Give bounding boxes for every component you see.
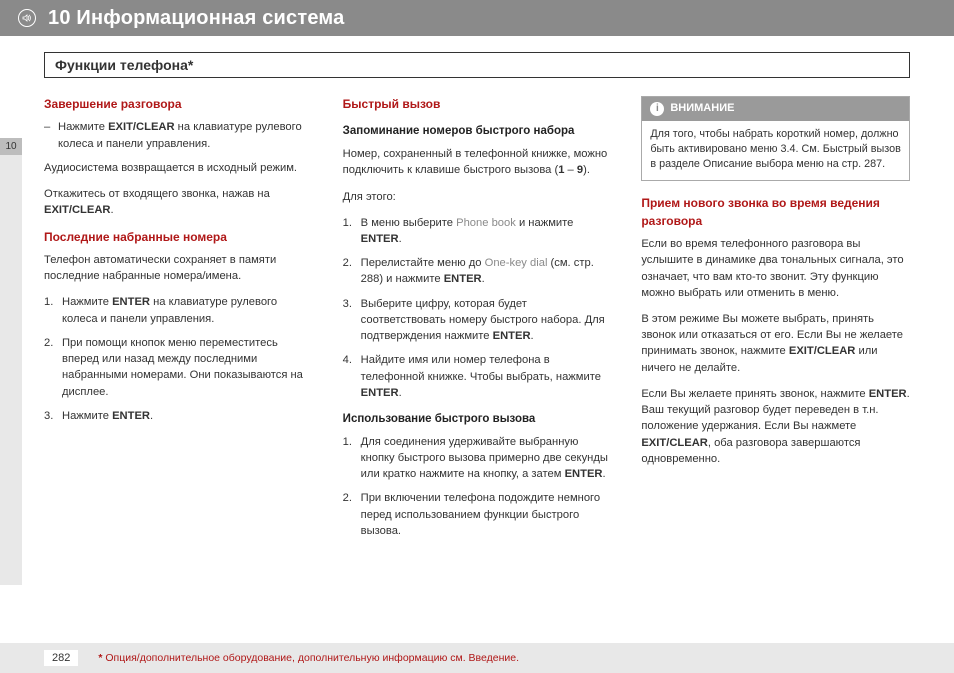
col2-p1: Номер, сохраненный в телефонной книжке, … xyxy=(343,146,612,178)
col3-p3: Если Вы желаете принять звонок, нажмите … xyxy=(641,386,910,467)
col2-li5: Для соединения удерживайте выбранную кно… xyxy=(343,434,612,483)
col2-heading-speed-dial: Быстрый вызов xyxy=(343,96,612,113)
col3-p2: В этом режиме Вы можете выбрать, принять… xyxy=(641,311,910,376)
column-2: Быстрый вызов Запоминание номеров быстро… xyxy=(343,96,612,549)
col2-heading-store: Запоминание номеров быстрого набора xyxy=(343,123,612,140)
top-bar: 10 Информационная система xyxy=(0,0,954,36)
page: 10 Информационная система 10 Функции тел… xyxy=(0,0,954,673)
col1-dash-item: – Нажмите EXIT/CLEAR на клавиатуре рулев… xyxy=(44,119,313,151)
column-3: i ВНИМАНИЕ Для того, чтобы набрать корот… xyxy=(641,96,910,549)
col1-heading-end-call: Завершение разговора xyxy=(44,96,313,113)
page-number: 282 xyxy=(44,650,78,666)
footnote-text: Опция/дополнительное оборудование, допол… xyxy=(102,652,519,664)
col2-li4: Найдите имя или номер телефона в телефон… xyxy=(343,352,612,401)
col3-heading-incoming: Прием нового звонка во время ведения раз… xyxy=(641,195,910,230)
speaker-icon xyxy=(18,9,36,27)
col1-list: Нажмите ENTER на клавиатуре рулевого кол… xyxy=(44,294,313,424)
side-tab-number: 10 xyxy=(0,138,22,155)
columns: Завершение разговора – Нажмите EXIT/CLEA… xyxy=(44,96,910,549)
content-body: Функции телефона* Завершение разговора –… xyxy=(0,36,954,549)
attention-body: Для того, чтобы набрать короткий номер, … xyxy=(642,121,909,180)
col2-li2: Перелистайте меню до One-key dial (см. с… xyxy=(343,255,612,287)
col2-list-a: В меню выберите Phone book и нажмите ENT… xyxy=(343,215,612,401)
col2-p2: Для этого: xyxy=(343,189,612,205)
section-subheader: Функции телефона* xyxy=(44,52,910,78)
info-icon: i xyxy=(650,102,664,116)
footer-note: * Опция/дополнительное оборудование, доп… xyxy=(98,652,519,664)
dash-bullet: – xyxy=(44,119,58,151)
col2-li6: При включении телефона подождите немного… xyxy=(343,490,612,539)
col1-p1: Аудиосистема возвращается в исходный реж… xyxy=(44,160,313,176)
col1-dash-text: Нажмите EXIT/CLEAR на клавиатуре рулевог… xyxy=(58,119,313,151)
col2-li3: Выберите цифру, которая будет соответств… xyxy=(343,296,612,345)
col1-li2: При помощи кнопок меню переместитесь впе… xyxy=(44,335,313,400)
col2-li1: В меню выберите Phone book и нажмите ENT… xyxy=(343,215,612,247)
column-1: Завершение разговора – Нажмите EXIT/CLEA… xyxy=(44,96,313,549)
col1-li1: Нажмите ENTER на клавиатуре рулевого кол… xyxy=(44,294,313,326)
footer: 282 * Опция/дополнительное оборудование,… xyxy=(0,643,954,673)
side-tab-fill xyxy=(0,155,22,585)
attention-box: i ВНИМАНИЕ Для того, чтобы набрать корот… xyxy=(641,96,910,181)
page-title: 10 Информационная система xyxy=(48,7,344,30)
col2-list-b: Для соединения удерживайте выбранную кно… xyxy=(343,434,612,539)
col1-p2: Откажитесь от входящего звонка, нажав на… xyxy=(44,186,313,218)
col1-p3: Телефон автоматически сохраняет в памяти… xyxy=(44,252,313,284)
attention-title: ВНИМАНИЕ xyxy=(670,101,734,117)
col3-p1: Если во время телефонного разговора вы у… xyxy=(641,236,910,301)
col1-heading-last-numbers: Последние набранные номера xyxy=(44,229,313,246)
col1-li3: Нажмите ENTER. xyxy=(44,408,313,424)
attention-header: i ВНИМАНИЕ xyxy=(642,97,909,121)
col2-heading-use: Использование быстрого вызова xyxy=(343,411,612,428)
side-tab: 10 xyxy=(0,138,22,585)
